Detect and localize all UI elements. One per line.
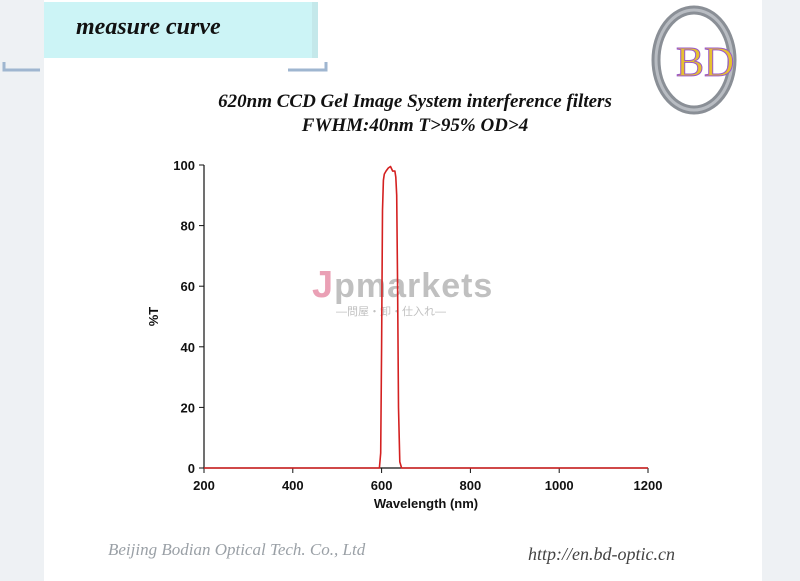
y-tick-label: 100	[173, 158, 195, 173]
header-decoration	[2, 62, 328, 72]
y-tick-label: 0	[188, 461, 195, 476]
right-border-panel	[762, 0, 800, 581]
x-tick-label: 200	[193, 478, 215, 493]
x-tick-label: 800	[460, 478, 482, 493]
y-tick-label: 80	[181, 219, 195, 234]
watermark-logo-j: J	[312, 264, 335, 306]
logo-text: BD	[676, 40, 734, 86]
chart-marks	[204, 165, 648, 469]
chart-subtitle: FWHM:40nm T>95% OD>4	[301, 115, 529, 136]
header-title: measure curve	[76, 14, 221, 40]
transmission-curve	[204, 165, 648, 469]
x-tick-label: 1000	[545, 478, 574, 493]
chart-title: 620nm CCD Gel Image System interference …	[218, 91, 612, 112]
y-axis-label: %T	[146, 307, 161, 327]
bd-logo: BD	[651, 5, 737, 115]
y-tick-label: 40	[181, 340, 195, 355]
watermark-subtitle: —問屋・卸・仕入れ—	[336, 306, 446, 318]
y-tick-label: 20	[181, 400, 195, 415]
chart-title-block: 620nm CCD Gel Image System interference …	[120, 90, 710, 138]
x-axis-label: Wavelength (nm)	[374, 496, 478, 511]
footer-company: Beijing Bodian Optical Tech. Co., Ltd	[108, 540, 366, 559]
left-border-panel	[0, 0, 44, 581]
footer-url[interactable]: http://en.bd-optic.cn	[528, 544, 675, 564]
watermark-logo-rest: pmarkets	[334, 267, 494, 305]
chart-axes: 0 20 40 60 80 100 200 400 600 800 1000 1200	[173, 158, 662, 493]
x-tick-label: 600	[371, 478, 393, 493]
x-tick-label: 1200	[634, 478, 663, 493]
header-banner: measure curve	[44, 2, 318, 58]
watermark-logo: Jpmarkets	[312, 264, 493, 307]
y-tick-label: 60	[181, 279, 195, 294]
x-tick-label: 400	[282, 478, 304, 493]
